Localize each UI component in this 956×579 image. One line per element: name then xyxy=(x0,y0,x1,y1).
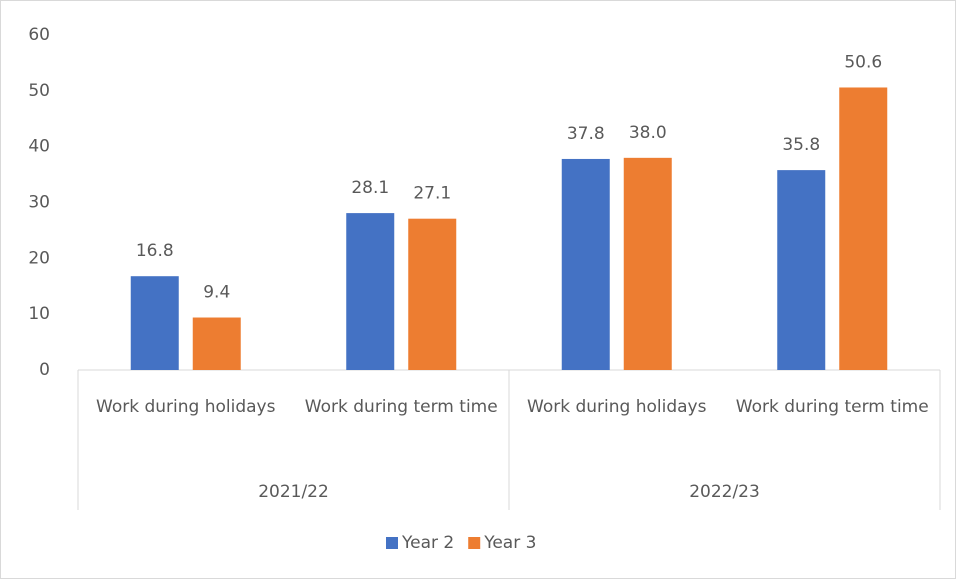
y-tick-label: 40 xyxy=(28,137,50,157)
bar xyxy=(346,213,395,370)
x-tick-label: Work during term time xyxy=(305,397,498,417)
y-tick-label: 50 xyxy=(28,81,50,101)
bar xyxy=(777,170,826,370)
legend-swatch xyxy=(468,537,481,549)
data-label: 28.1 xyxy=(351,178,389,198)
data-label: 35.8 xyxy=(782,135,820,155)
data-label: 38.0 xyxy=(629,123,667,143)
legend-swatch xyxy=(386,537,398,549)
y-tick-label: 60 xyxy=(28,25,50,45)
x-tick-label: Work during holidays xyxy=(527,397,707,417)
y-tick-label: 30 xyxy=(28,193,50,213)
legend-label: Year 3 xyxy=(483,533,536,553)
bar xyxy=(408,218,457,370)
group-label: 2022/23 xyxy=(689,482,760,502)
legend-label: Year 2 xyxy=(401,533,454,553)
data-label: 9.4 xyxy=(203,283,230,303)
bar xyxy=(623,157,672,370)
data-label: 27.1 xyxy=(413,184,451,204)
y-tick-label: 20 xyxy=(28,248,50,268)
data-label: 50.6 xyxy=(844,52,882,72)
bar xyxy=(130,276,179,370)
data-label: 37.8 xyxy=(567,124,605,144)
bar xyxy=(839,87,888,370)
y-tick-label: 10 xyxy=(28,304,50,324)
bar xyxy=(192,317,241,370)
x-tick-label: Work during holidays xyxy=(96,397,276,417)
y-tick-label: 0 xyxy=(39,360,50,380)
bar xyxy=(561,158,610,370)
data-label: 16.8 xyxy=(136,241,174,261)
x-tick-label: Work during term time xyxy=(736,397,929,417)
group-label: 2021/22 xyxy=(258,482,329,502)
